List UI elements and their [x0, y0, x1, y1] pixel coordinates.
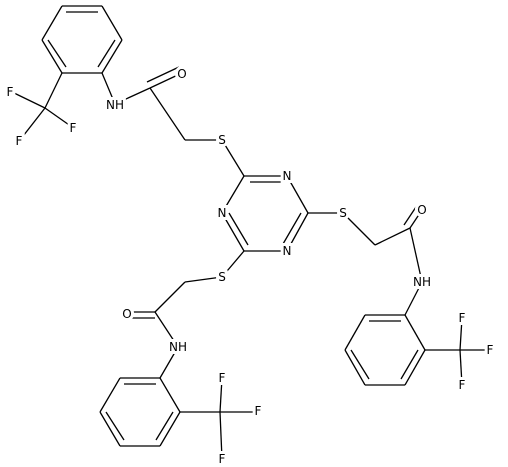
atom-label: NH [106, 98, 124, 112]
atom-label: F [459, 311, 466, 325]
atom-label: F [219, 452, 226, 466]
atom-labels: F F F NH O S N N N S O NH F F F S O NH F… [4, 64, 497, 467]
atom-label: S [339, 206, 347, 220]
atom-label: O [417, 203, 426, 217]
atom-label: F [487, 343, 494, 357]
atom-label: F [459, 378, 466, 392]
atom-label: F [16, 134, 23, 148]
atom-label: NH [413, 275, 431, 289]
atom-label: S [218, 270, 226, 284]
atom-label: O [122, 307, 131, 321]
atom-label: F [7, 85, 14, 99]
bonds [11, 5, 490, 460]
atom-label: F [255, 404, 262, 418]
atom-label: F [70, 121, 77, 135]
atom-label: F [219, 371, 226, 385]
atom-label: N [283, 169, 292, 183]
atom-label: NH [169, 340, 187, 354]
atom-label: O [177, 67, 186, 81]
atom-label: N [218, 206, 227, 220]
atom-label: S [218, 133, 226, 147]
atom-label: N [283, 244, 292, 258]
